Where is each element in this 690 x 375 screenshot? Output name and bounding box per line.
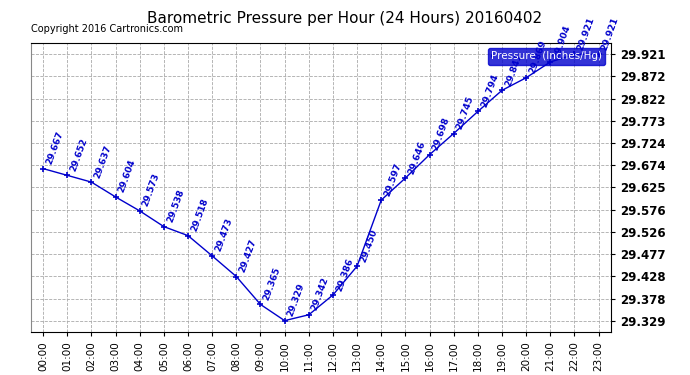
Text: 29.518: 29.518: [190, 197, 210, 233]
Text: 29.597: 29.597: [383, 161, 403, 197]
Text: 29.450: 29.450: [359, 228, 379, 263]
Text: 29.342: 29.342: [310, 276, 331, 312]
Text: Copyright 2016 Cartronics.com: Copyright 2016 Cartronics.com: [31, 24, 183, 34]
Text: 29.869: 29.869: [528, 39, 548, 75]
Text: 29.573: 29.573: [141, 172, 161, 208]
Text: Barometric Pressure per Hour (24 Hours) 20160402: Barometric Pressure per Hour (24 Hours) …: [148, 11, 542, 26]
Legend: Pressure  (Inches/Hg): Pressure (Inches/Hg): [489, 48, 605, 64]
Text: 29.745: 29.745: [455, 95, 475, 131]
Text: 29.538: 29.538: [166, 188, 186, 224]
Text: 29.921: 29.921: [576, 16, 596, 52]
Text: 29.329: 29.329: [286, 282, 306, 318]
Text: 29.698: 29.698: [431, 116, 451, 152]
Text: 29.386: 29.386: [335, 256, 355, 292]
Text: 29.365: 29.365: [262, 266, 282, 302]
Text: 29.667: 29.667: [45, 130, 65, 166]
Text: 29.473: 29.473: [214, 217, 234, 253]
Text: 29.646: 29.646: [407, 140, 427, 175]
Text: 29.652: 29.652: [69, 137, 89, 172]
Text: 29.637: 29.637: [93, 144, 113, 179]
Text: 29.427: 29.427: [238, 238, 258, 274]
Text: 29.921: 29.921: [600, 16, 620, 52]
Text: 29.841: 29.841: [504, 52, 524, 88]
Text: 29.904: 29.904: [552, 23, 572, 59]
Text: 29.604: 29.604: [117, 158, 137, 194]
Text: 29.794: 29.794: [480, 73, 500, 109]
